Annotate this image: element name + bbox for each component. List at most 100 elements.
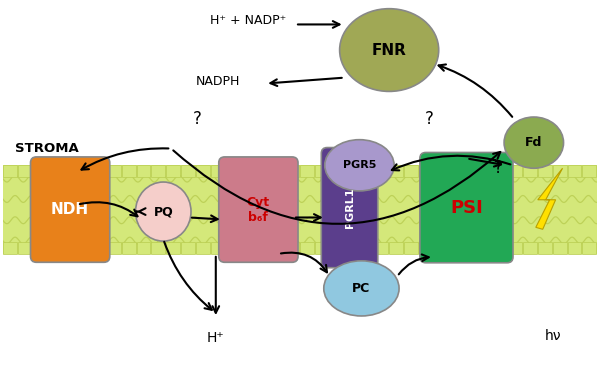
Text: PGRL1: PGRL1 <box>344 187 355 228</box>
FancyBboxPatch shape <box>553 242 566 254</box>
FancyBboxPatch shape <box>419 242 433 254</box>
Text: PC: PC <box>352 282 371 295</box>
FancyBboxPatch shape <box>92 242 106 254</box>
Text: NADPH: NADPH <box>196 75 241 88</box>
FancyBboxPatch shape <box>419 165 433 177</box>
FancyBboxPatch shape <box>226 165 239 177</box>
FancyBboxPatch shape <box>374 242 388 254</box>
Text: PGR5: PGR5 <box>343 160 376 170</box>
FancyBboxPatch shape <box>3 165 597 254</box>
FancyBboxPatch shape <box>508 165 522 177</box>
FancyBboxPatch shape <box>151 165 165 177</box>
FancyBboxPatch shape <box>211 165 225 177</box>
FancyBboxPatch shape <box>389 242 403 254</box>
FancyBboxPatch shape <box>359 165 373 177</box>
FancyBboxPatch shape <box>226 242 239 254</box>
FancyBboxPatch shape <box>322 148 378 268</box>
FancyBboxPatch shape <box>344 242 358 254</box>
FancyBboxPatch shape <box>47 165 61 177</box>
FancyBboxPatch shape <box>523 242 537 254</box>
FancyBboxPatch shape <box>315 165 329 177</box>
FancyBboxPatch shape <box>241 165 254 177</box>
FancyBboxPatch shape <box>583 165 596 177</box>
FancyBboxPatch shape <box>77 165 91 177</box>
FancyBboxPatch shape <box>31 157 110 262</box>
FancyBboxPatch shape <box>196 242 210 254</box>
FancyBboxPatch shape <box>211 242 225 254</box>
FancyBboxPatch shape <box>538 165 551 177</box>
FancyBboxPatch shape <box>583 242 596 254</box>
FancyBboxPatch shape <box>270 242 284 254</box>
FancyBboxPatch shape <box>568 165 581 177</box>
FancyBboxPatch shape <box>493 165 507 177</box>
FancyBboxPatch shape <box>285 165 299 177</box>
Ellipse shape <box>136 182 191 241</box>
FancyBboxPatch shape <box>122 165 136 177</box>
FancyBboxPatch shape <box>219 157 298 262</box>
FancyBboxPatch shape <box>270 165 284 177</box>
Ellipse shape <box>325 140 394 191</box>
Text: ?: ? <box>193 110 202 128</box>
Text: FNR: FNR <box>372 43 407 57</box>
FancyBboxPatch shape <box>166 242 180 254</box>
FancyBboxPatch shape <box>434 242 448 254</box>
FancyBboxPatch shape <box>478 242 492 254</box>
FancyBboxPatch shape <box>17 165 32 177</box>
Text: Cyt
b₆f: Cyt b₆f <box>247 196 270 224</box>
FancyBboxPatch shape <box>300 242 314 254</box>
FancyBboxPatch shape <box>151 242 165 254</box>
Text: ?: ? <box>494 159 503 177</box>
FancyBboxPatch shape <box>62 165 76 177</box>
Text: hν: hν <box>544 329 561 343</box>
FancyBboxPatch shape <box>17 242 32 254</box>
FancyBboxPatch shape <box>77 242 91 254</box>
FancyBboxPatch shape <box>32 242 46 254</box>
FancyBboxPatch shape <box>449 165 463 177</box>
FancyBboxPatch shape <box>374 165 388 177</box>
FancyBboxPatch shape <box>330 165 344 177</box>
FancyBboxPatch shape <box>47 242 61 254</box>
FancyBboxPatch shape <box>315 242 329 254</box>
FancyBboxPatch shape <box>32 165 46 177</box>
FancyBboxPatch shape <box>92 165 106 177</box>
FancyBboxPatch shape <box>256 242 269 254</box>
Ellipse shape <box>324 261 399 316</box>
Text: H⁺ + NADP⁺: H⁺ + NADP⁺ <box>211 14 287 27</box>
FancyBboxPatch shape <box>166 165 180 177</box>
Ellipse shape <box>340 9 439 91</box>
FancyBboxPatch shape <box>568 242 581 254</box>
FancyBboxPatch shape <box>404 242 418 254</box>
FancyBboxPatch shape <box>420 152 513 263</box>
Text: NDH: NDH <box>51 202 89 217</box>
FancyBboxPatch shape <box>107 242 121 254</box>
FancyBboxPatch shape <box>330 242 344 254</box>
FancyBboxPatch shape <box>434 165 448 177</box>
FancyBboxPatch shape <box>359 242 373 254</box>
FancyBboxPatch shape <box>404 165 418 177</box>
FancyBboxPatch shape <box>3 165 17 177</box>
FancyBboxPatch shape <box>122 242 136 254</box>
FancyBboxPatch shape <box>463 165 478 177</box>
FancyBboxPatch shape <box>285 242 299 254</box>
Polygon shape <box>536 168 563 229</box>
FancyBboxPatch shape <box>538 242 551 254</box>
FancyBboxPatch shape <box>196 165 210 177</box>
FancyBboxPatch shape <box>508 242 522 254</box>
FancyBboxPatch shape <box>449 242 463 254</box>
FancyBboxPatch shape <box>389 165 403 177</box>
Text: STROMA: STROMA <box>14 142 79 155</box>
FancyBboxPatch shape <box>523 165 537 177</box>
FancyBboxPatch shape <box>137 165 151 177</box>
FancyBboxPatch shape <box>478 165 492 177</box>
FancyBboxPatch shape <box>493 242 507 254</box>
FancyBboxPatch shape <box>553 165 566 177</box>
FancyBboxPatch shape <box>3 242 17 254</box>
FancyBboxPatch shape <box>181 165 195 177</box>
FancyBboxPatch shape <box>463 242 478 254</box>
FancyBboxPatch shape <box>62 242 76 254</box>
FancyBboxPatch shape <box>256 165 269 177</box>
Text: PSI: PSI <box>450 199 483 217</box>
FancyBboxPatch shape <box>344 165 358 177</box>
FancyBboxPatch shape <box>107 165 121 177</box>
FancyBboxPatch shape <box>300 165 314 177</box>
